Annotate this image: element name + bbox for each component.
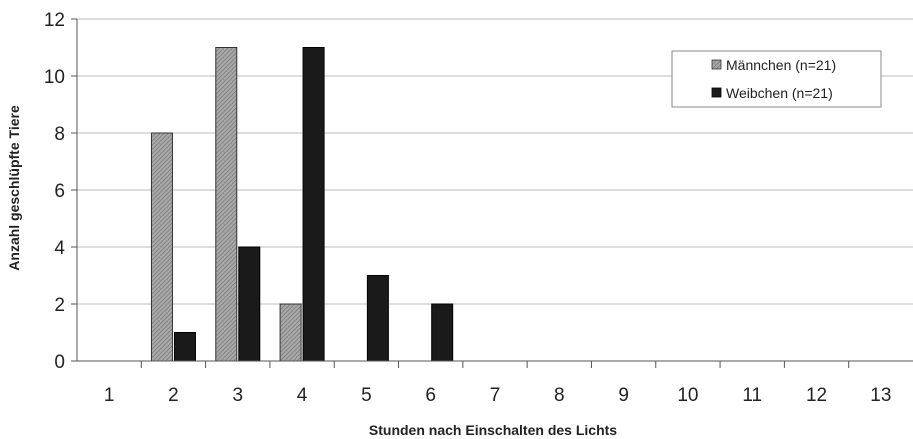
bar-maennchen-4 [279, 303, 302, 362]
bar-weibchen-6 [431, 303, 454, 362]
y-tick-label: 12 [44, 10, 65, 31]
y-tick-label: 8 [54, 124, 65, 145]
x-tick-label: 9 [618, 385, 629, 406]
legend-swatch-maennchen [711, 59, 722, 70]
x-tick-label: 13 [870, 385, 891, 406]
y-tick-label: 2 [54, 295, 65, 316]
x-tick-label: 4 [297, 385, 308, 406]
y-tick-label: 0 [54, 352, 65, 373]
legend-box [671, 50, 882, 108]
y-axis-ticks: 0 2 4 6 8 10 12 [44, 10, 77, 373]
bar-weibchen-2 [173, 332, 196, 362]
x-axis-title: Stunden nach Einschalten des Lichts [369, 422, 617, 438]
axes [76, 19, 913, 362]
x-tick-label: 5 [361, 385, 372, 406]
x-tick-label: 2 [168, 385, 179, 406]
bar-weibchen-5 [366, 275, 389, 362]
x-tick-label: 11 [742, 385, 762, 406]
y-tick-label: 4 [54, 238, 65, 259]
x-tick-label: 1 [104, 385, 115, 406]
x-tick-label: 8 [554, 385, 565, 406]
y-tick-label: 10 [44, 67, 65, 88]
y-tick-label: 6 [54, 181, 65, 202]
y-axis-title: Anzahl geschlüpfte Tiere [6, 105, 22, 271]
bars [150, 47, 454, 362]
legend-swatch-weibchen [711, 87, 722, 98]
legend-label-maennchen: Männchen (n=21) [726, 57, 836, 73]
bar-weibchen-3 [238, 246, 261, 362]
legend: Männchen (n=21) Weibchen (n=21) [671, 50, 882, 108]
bar-maennchen-2 [150, 132, 173, 362]
x-tick-label: 6 [425, 385, 436, 406]
x-axis-ticks: 1 2 3 4 5 6 7 8 9 10 11 12 13 [104, 361, 891, 406]
bar-maennchen-3 [215, 47, 238, 362]
x-tick-label: 10 [677, 385, 698, 406]
bar-weibchen-4 [302, 47, 325, 362]
x-tick-label: 7 [490, 385, 501, 406]
legend-label-weibchen: Weibchen (n=21) [726, 85, 833, 101]
x-tick-label: 12 [806, 385, 827, 406]
x-tick-label: 3 [232, 385, 243, 406]
